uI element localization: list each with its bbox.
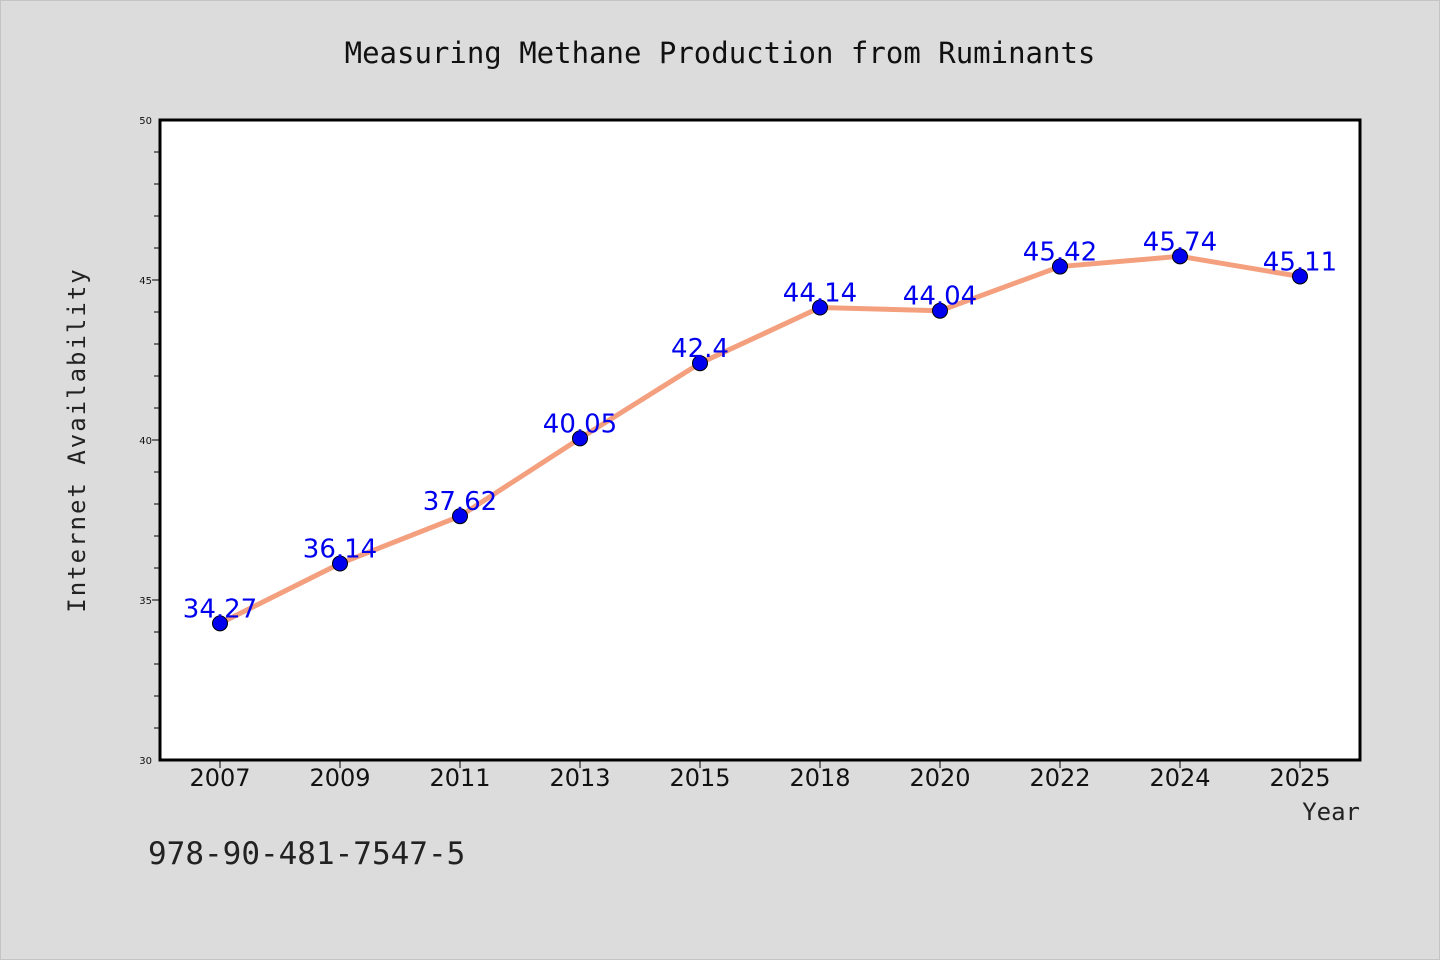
x-tick-label: 2007	[189, 764, 250, 792]
data-labels: 34.27 36.14 37.62 40.05 42.4 44.14 44.04 45.42 4…	[183, 227, 1337, 624]
data-point-label: 36.14	[303, 535, 377, 565]
x-tick-label: 2013	[549, 764, 610, 792]
x-tick-label: 2022	[1029, 764, 1090, 792]
data-point-marker	[1172, 248, 1188, 265]
x-axis-label: Year	[1302, 798, 1360, 826]
data-point-label: 37.62	[423, 487, 497, 517]
data-point-marker	[212, 615, 228, 632]
data-point-label: 42.4	[671, 334, 729, 364]
series-line	[217, 253, 1303, 626]
y-tick-label: 40	[139, 436, 152, 447]
y-tick-label: 50	[139, 116, 152, 127]
data-points	[212, 248, 1308, 632]
y-axis-label: Internet Availability	[63, 267, 91, 612]
data-point-marker	[1292, 268, 1308, 285]
x-tick-label: 2020	[909, 764, 970, 792]
x-axis-ticks: 2007 2009 2011 2013 2015 2018 2020 2022 2024 2025	[189, 760, 1331, 792]
data-point-marker	[332, 555, 348, 572]
data-point-marker	[932, 302, 948, 319]
footnote-isbn: 978-90-481-7547-5	[148, 836, 465, 872]
y-tick-label: 35	[139, 596, 152, 607]
x-tick-label: 2025	[1269, 764, 1330, 792]
x-tick-label: 2024	[1149, 764, 1210, 792]
y-tick-label: 30	[139, 756, 152, 767]
x-tick-label: 2011	[429, 764, 490, 792]
data-point-label: 44.14	[783, 279, 857, 309]
data-point-label: 44.04	[903, 282, 977, 312]
plot-frame	[158, 118, 1362, 762]
x-tick-label: 2009	[309, 764, 370, 792]
data-point-marker	[692, 355, 708, 372]
plot-area	[160, 120, 1360, 760]
chart-title: Measuring Methane Production from Rumina…	[345, 36, 1096, 70]
data-point-marker	[1052, 258, 1068, 275]
x-tick-label: 2015	[669, 764, 730, 792]
x-tick-label: 2018	[789, 764, 850, 792]
data-point-marker	[452, 508, 468, 525]
data-point-label: 45.74	[1143, 227, 1217, 257]
data-point-label: 45.42	[1023, 238, 1097, 268]
data-point-marker	[812, 299, 828, 316]
data-point-marker	[572, 430, 588, 447]
data-point-label: 45.11	[1263, 247, 1337, 277]
data-point-label: 34.27	[183, 594, 257, 624]
data-point-label: 40.05	[543, 409, 617, 439]
y-tick-label: 45	[139, 276, 152, 287]
